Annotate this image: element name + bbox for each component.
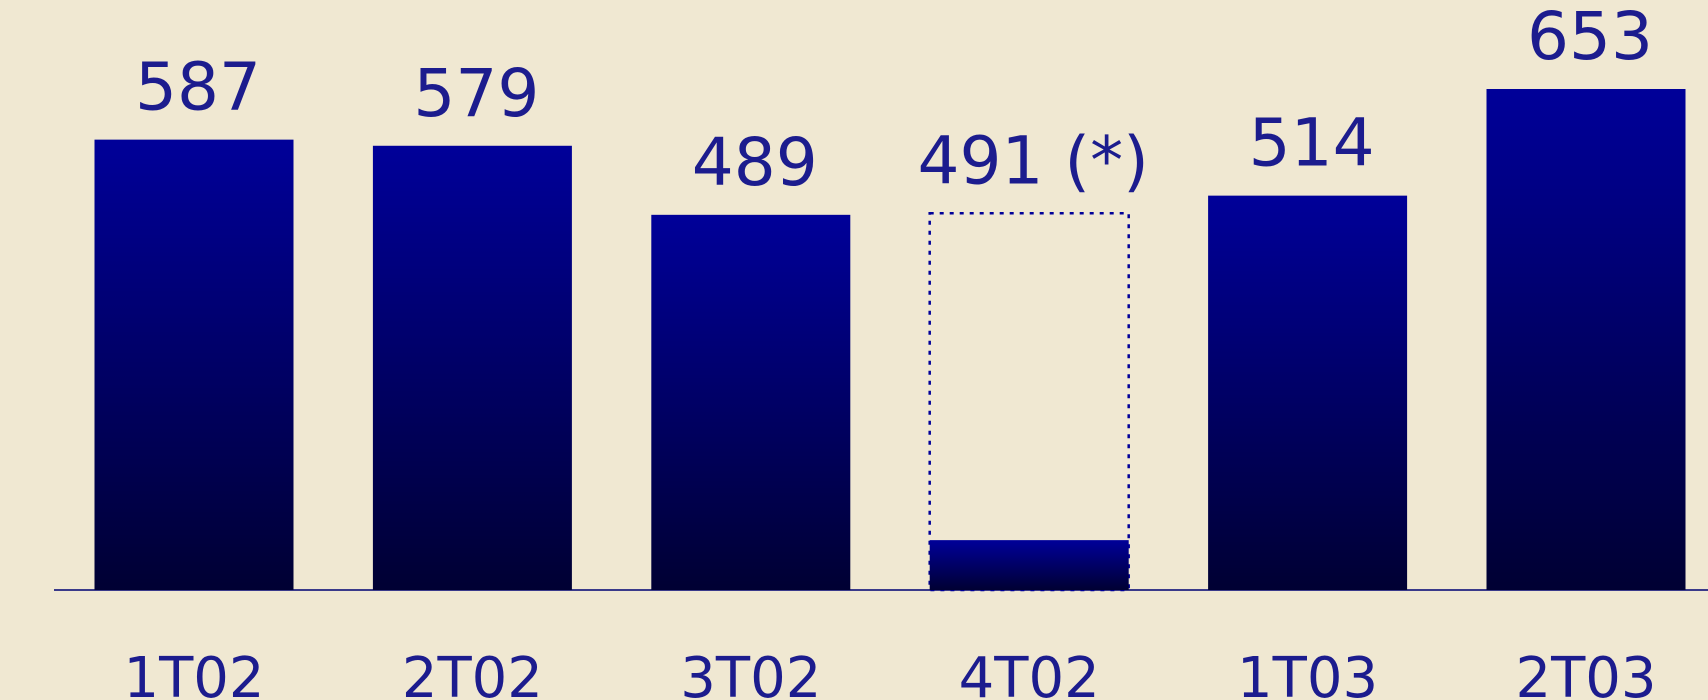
value-label: 579 bbox=[413, 55, 539, 132]
x-tick-label: 3T02 bbox=[680, 646, 821, 700]
bar bbox=[94, 139, 294, 590]
bar-partial bbox=[929, 540, 1129, 590]
bar-outline bbox=[928, 212, 1130, 592]
value-label: 587 bbox=[135, 49, 261, 126]
bar bbox=[1208, 195, 1408, 591]
value-label: 514 bbox=[1249, 105, 1375, 182]
value-label: 489 bbox=[692, 124, 818, 201]
x-tick-label: 4T02 bbox=[959, 646, 1100, 700]
bar bbox=[372, 145, 572, 590]
x-tick-label: 1T03 bbox=[1237, 646, 1378, 700]
bar bbox=[651, 214, 851, 590]
x-tick-label: 2T02 bbox=[402, 646, 543, 700]
bar bbox=[1486, 88, 1686, 590]
x-tick-label: 1T02 bbox=[123, 646, 264, 700]
value-label: 491 (*) bbox=[917, 122, 1148, 199]
x-tick-label: 2T03 bbox=[1515, 646, 1656, 700]
value-label: 653 bbox=[1527, 0, 1653, 75]
